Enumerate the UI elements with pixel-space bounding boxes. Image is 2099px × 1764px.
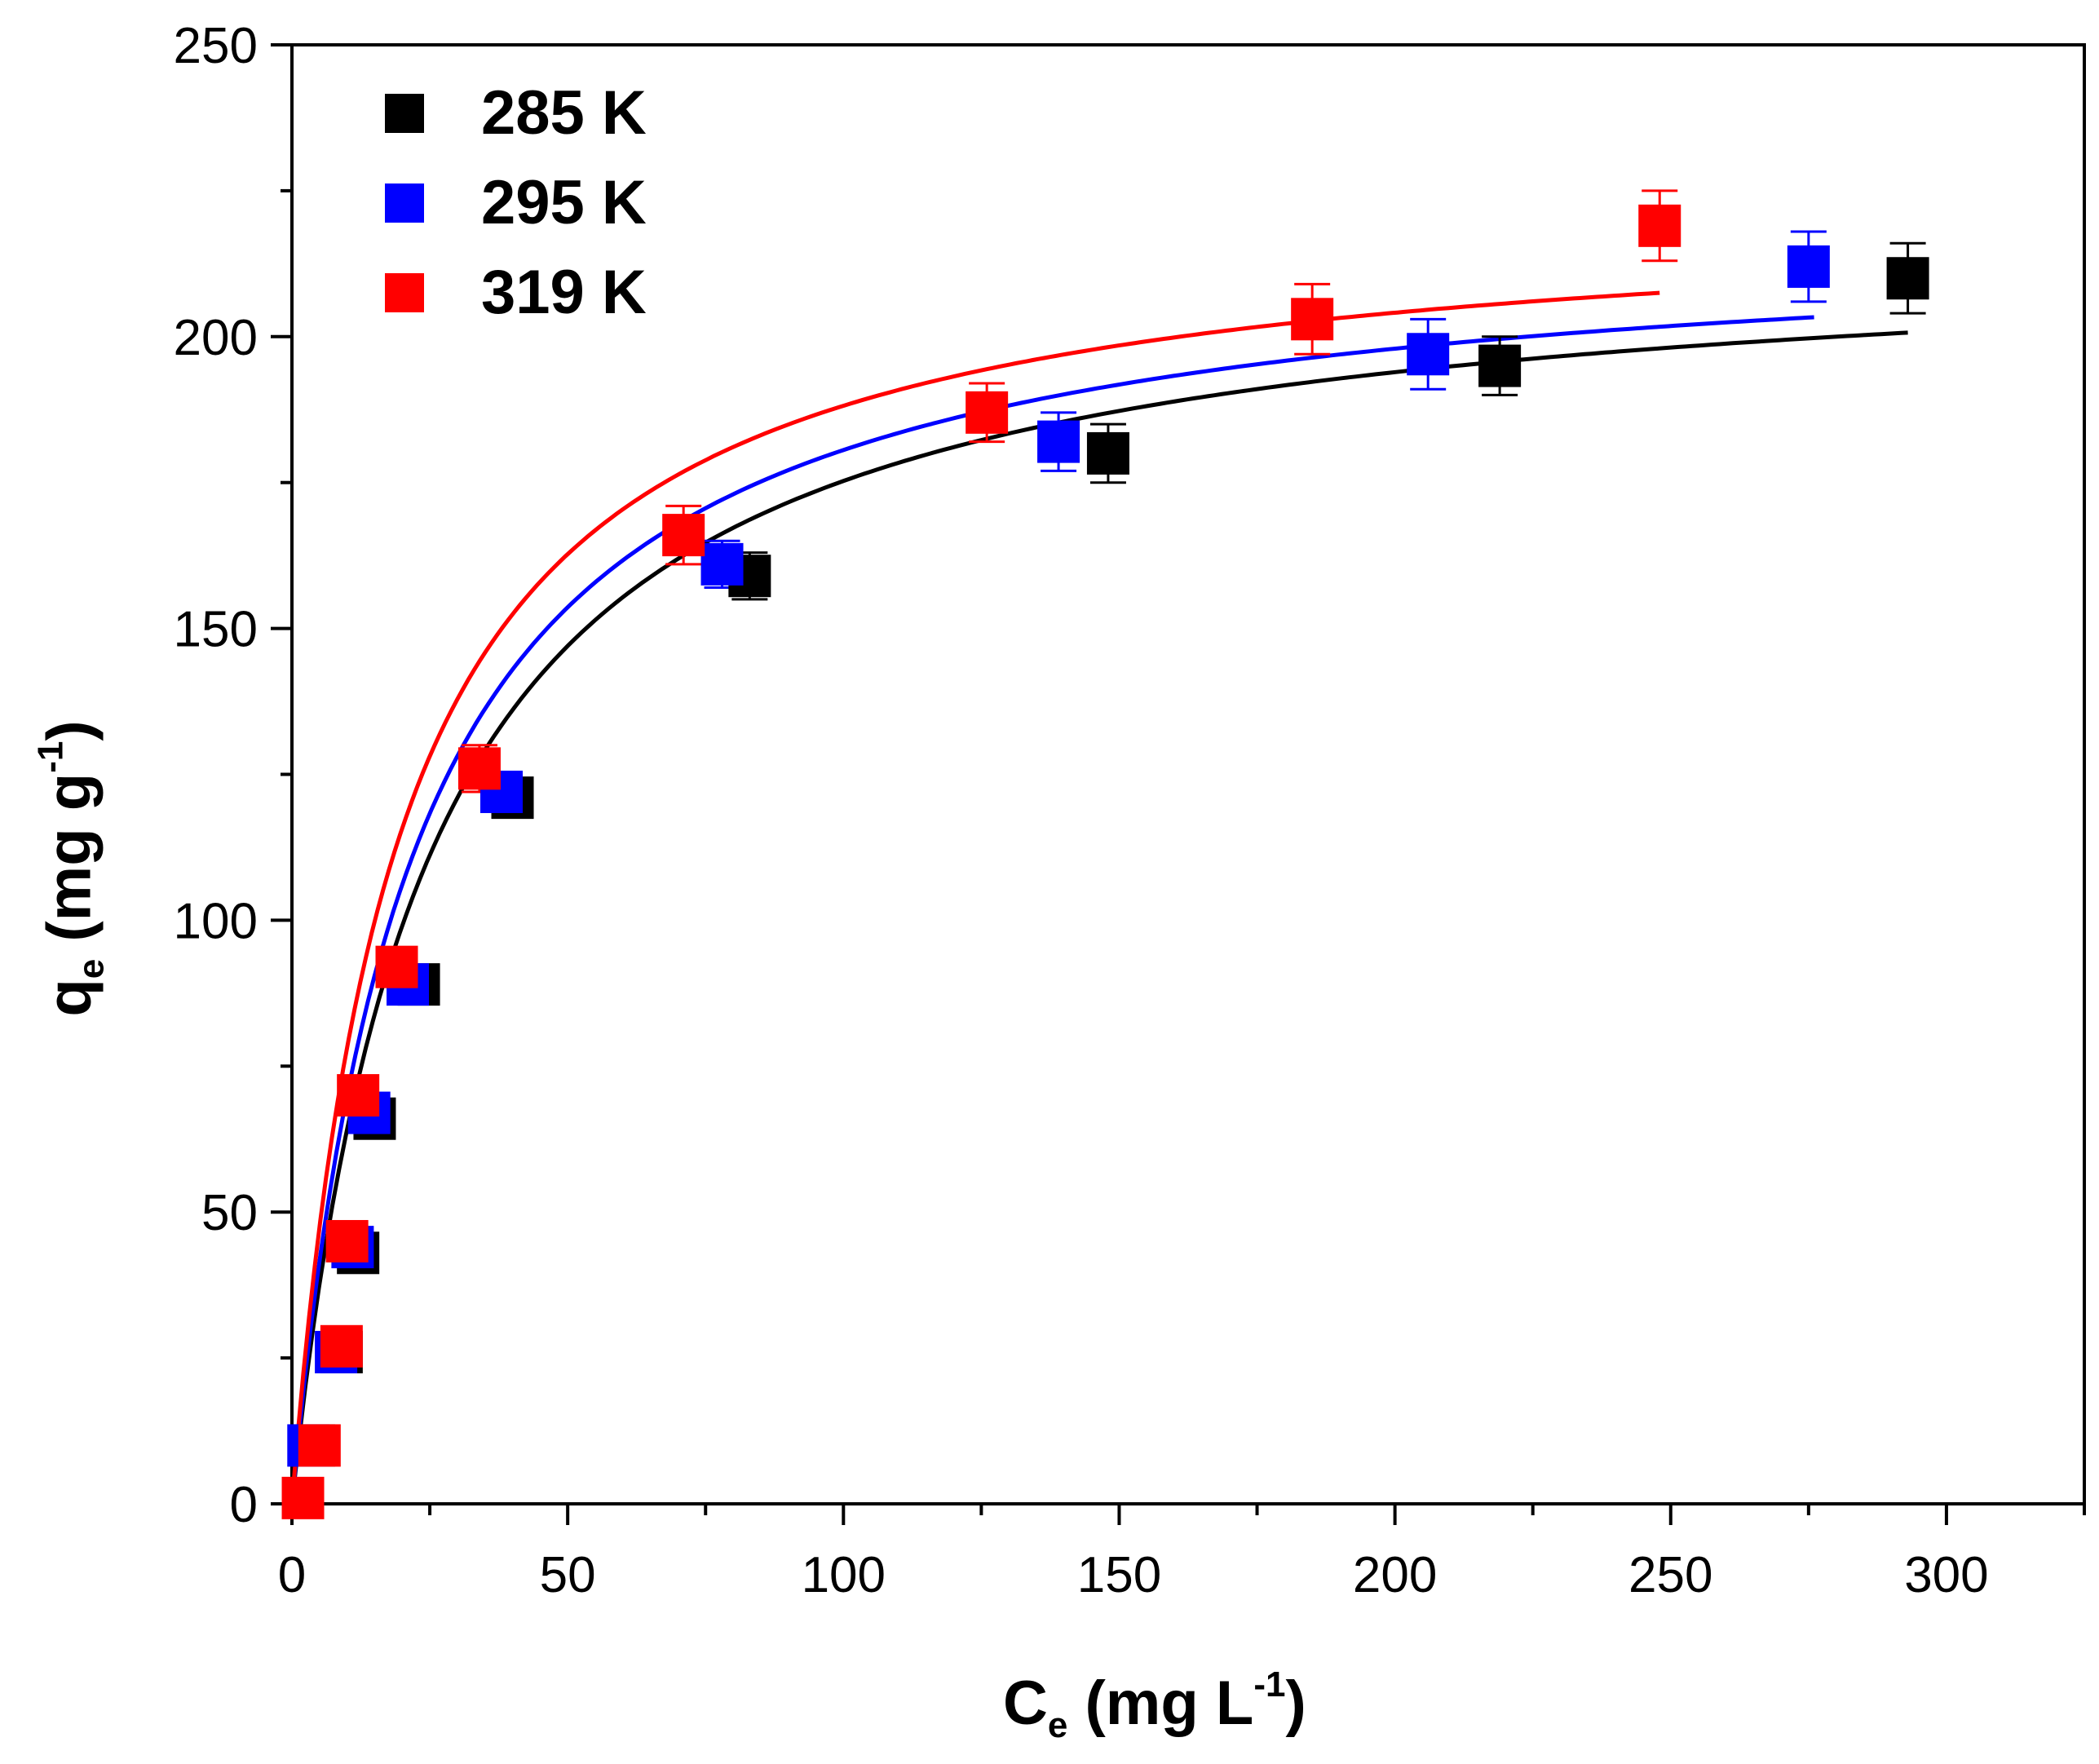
y-tick-label: 150 [174, 602, 258, 658]
data-point-319k [662, 514, 705, 557]
x-tick-label: 50 [540, 1547, 596, 1603]
x-tick-label: 0 [278, 1547, 306, 1603]
x-tick-label: 300 [1904, 1547, 1988, 1603]
y-tick-label: 100 [174, 893, 258, 949]
x-axis: 0 50 100 150 200 250 300 [278, 1504, 2086, 1603]
legend-label-285k: 285 K [481, 78, 647, 148]
data-point-319k [1291, 298, 1334, 341]
data-point-285k [1886, 257, 1929, 300]
x-tick-label: 200 [1353, 1547, 1437, 1603]
y-tick-label: 250 [174, 18, 258, 74]
legend-label-295k: 295 K [481, 168, 647, 237]
data-point-319k [325, 1219, 369, 1262]
x-tick-label: 250 [1628, 1547, 1712, 1603]
y-axis-label: qe (mg g-1) [30, 720, 112, 1017]
data-point-285k [1086, 431, 1129, 475]
x-axis-label: Ce (mg L-1) [1003, 1665, 1306, 1745]
y-tick-label: 200 [174, 310, 258, 366]
x-tick-label: 150 [1077, 1547, 1161, 1603]
legend-swatch-295k [385, 183, 424, 223]
data-point-319k [298, 1424, 341, 1467]
data-point-295k [1787, 245, 1830, 288]
fit-curve-285k [289, 330, 1908, 1505]
data-point-295k [1407, 333, 1450, 376]
legend-swatch-319k [385, 272, 424, 312]
legend-swatch-285k [385, 93, 424, 133]
legend-label-319k: 319 K [481, 258, 647, 327]
y-axis: 0 50 100 150 200 250 [174, 18, 292, 1533]
data-point-319k [320, 1324, 363, 1368]
legend-item-295k: 295 K [385, 167, 647, 238]
data-point-295k [700, 542, 744, 586]
fit-curve-319k [289, 290, 1660, 1505]
data-point-319k [1638, 204, 1681, 247]
y-tick-label: 50 [201, 1185, 258, 1241]
data-point-295k [1037, 420, 1080, 463]
data-markers [281, 204, 1929, 1519]
data-point-319k [281, 1476, 325, 1519]
data-point-319k [966, 391, 1009, 434]
legend-item-285k: 285 K [385, 77, 647, 148]
data-point-319k [457, 747, 501, 790]
x-tick-label: 100 [802, 1547, 886, 1603]
data-point-319k [375, 945, 418, 988]
fit-curve-295k [289, 315, 1814, 1505]
y-tick-label: 0 [230, 1477, 258, 1533]
fit-curves [289, 290, 1908, 1505]
data-point-285k [1478, 344, 1522, 387]
data-point-319k [337, 1074, 380, 1117]
legend-item-319k: 319 K [385, 257, 647, 328]
